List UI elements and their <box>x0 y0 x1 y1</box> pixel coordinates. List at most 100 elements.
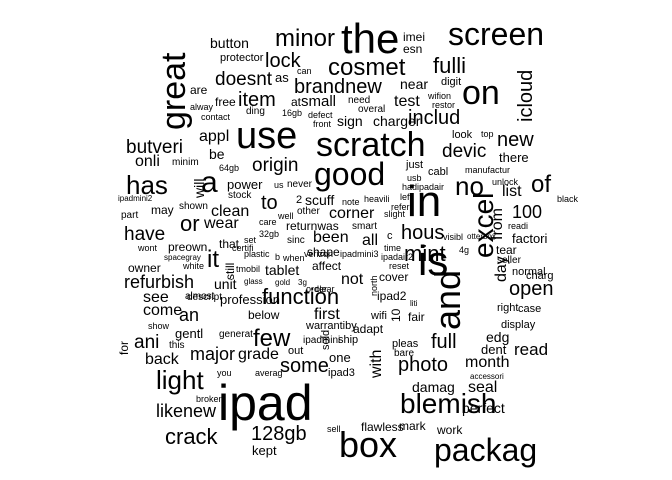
word: look <box>452 129 473 141</box>
word: day <box>493 256 510 282</box>
word: function <box>262 284 340 309</box>
word: light <box>156 365 204 395</box>
word: b <box>275 252 281 262</box>
word: factori <box>512 231 548 246</box>
word: some <box>280 355 329 377</box>
word: wifion <box>428 91 452 101</box>
word: sinc <box>287 235 305 246</box>
word: 128gb <box>251 423 307 445</box>
word: brandnew <box>294 76 382 98</box>
word: ipad <box>218 375 313 431</box>
word: verizon <box>304 249 334 259</box>
word: contact <box>201 112 231 122</box>
word: with <box>368 349 385 378</box>
word: minim <box>172 157 199 168</box>
word: usb <box>407 173 422 183</box>
word: time <box>384 243 402 253</box>
word: visibl <box>443 232 464 242</box>
word: few <box>253 325 291 352</box>
word: esn <box>403 42 423 56</box>
word: are <box>190 83 208 97</box>
word: returnwas <box>286 219 339 233</box>
word: protector <box>220 52 264 64</box>
word: of <box>531 171 552 198</box>
word: order <box>306 284 328 294</box>
word: in <box>407 177 442 226</box>
word: one <box>329 350 351 365</box>
word: has <box>126 170 168 200</box>
word: devic <box>442 141 487 162</box>
word: c <box>387 230 393 242</box>
word: tmobil <box>236 264 261 274</box>
word: and <box>427 269 468 330</box>
word: 3g <box>298 278 307 287</box>
word: hadipadair <box>402 182 445 192</box>
word: when <box>283 253 305 263</box>
word: hous <box>401 222 445 244</box>
word: photo <box>398 354 449 376</box>
word: readi <box>508 221 529 231</box>
word: kept <box>252 443 277 458</box>
word: lock <box>265 50 301 72</box>
word: appl <box>199 128 230 145</box>
word: it <box>207 246 219 273</box>
word: spacegray <box>164 253 201 262</box>
word: all <box>362 232 379 249</box>
word: descript <box>187 292 223 303</box>
word: restor <box>432 100 456 110</box>
word: full <box>431 331 457 353</box>
word: grade <box>238 346 279 363</box>
word: blemish <box>400 388 497 419</box>
word: certifi <box>232 243 254 253</box>
word: ipad2 <box>377 289 407 303</box>
word: ani <box>134 332 160 353</box>
word: corner <box>329 205 375 222</box>
word: out <box>288 345 304 357</box>
word: new <box>497 129 534 151</box>
word: well <box>278 211 294 221</box>
word: for <box>117 340 131 355</box>
word: been <box>313 229 349 246</box>
word: left <box>400 192 413 202</box>
word: butveri <box>126 137 184 158</box>
word: shape <box>307 245 340 259</box>
word: or <box>180 211 200 236</box>
word: use <box>236 115 298 157</box>
word: power <box>227 177 263 192</box>
word: near <box>400 76 429 92</box>
word: test <box>394 93 420 110</box>
word: pleas <box>392 338 419 350</box>
word: plastic <box>244 249 270 259</box>
word: 2 <box>296 194 303 206</box>
word: almost <box>185 291 215 302</box>
word: bare <box>394 348 415 359</box>
word: list <box>502 183 522 200</box>
word: major <box>190 344 236 364</box>
word: ipadmini2 <box>118 194 153 203</box>
word: just <box>406 159 424 171</box>
word: edg <box>486 329 510 345</box>
word: charg <box>526 270 554 282</box>
word: sign <box>337 113 363 129</box>
word: free <box>215 95 236 109</box>
word: this <box>169 340 185 351</box>
word: 4g <box>459 245 470 255</box>
word: wear <box>204 215 239 232</box>
word: ding <box>246 106 265 117</box>
word: perfect <box>462 400 505 416</box>
word: damag <box>412 379 455 395</box>
word: accessori <box>470 372 504 381</box>
word: liti <box>410 299 418 308</box>
word: stock <box>228 190 252 201</box>
word: adapt <box>353 322 384 336</box>
word: never <box>287 179 313 190</box>
word: the <box>341 15 400 62</box>
word: right <box>497 302 519 314</box>
word: no <box>455 171 484 201</box>
word: ipadmini <box>303 335 341 346</box>
word: sold <box>320 329 332 350</box>
word: small <box>301 93 337 110</box>
word: read <box>514 340 549 359</box>
word: scuff <box>305 192 335 208</box>
